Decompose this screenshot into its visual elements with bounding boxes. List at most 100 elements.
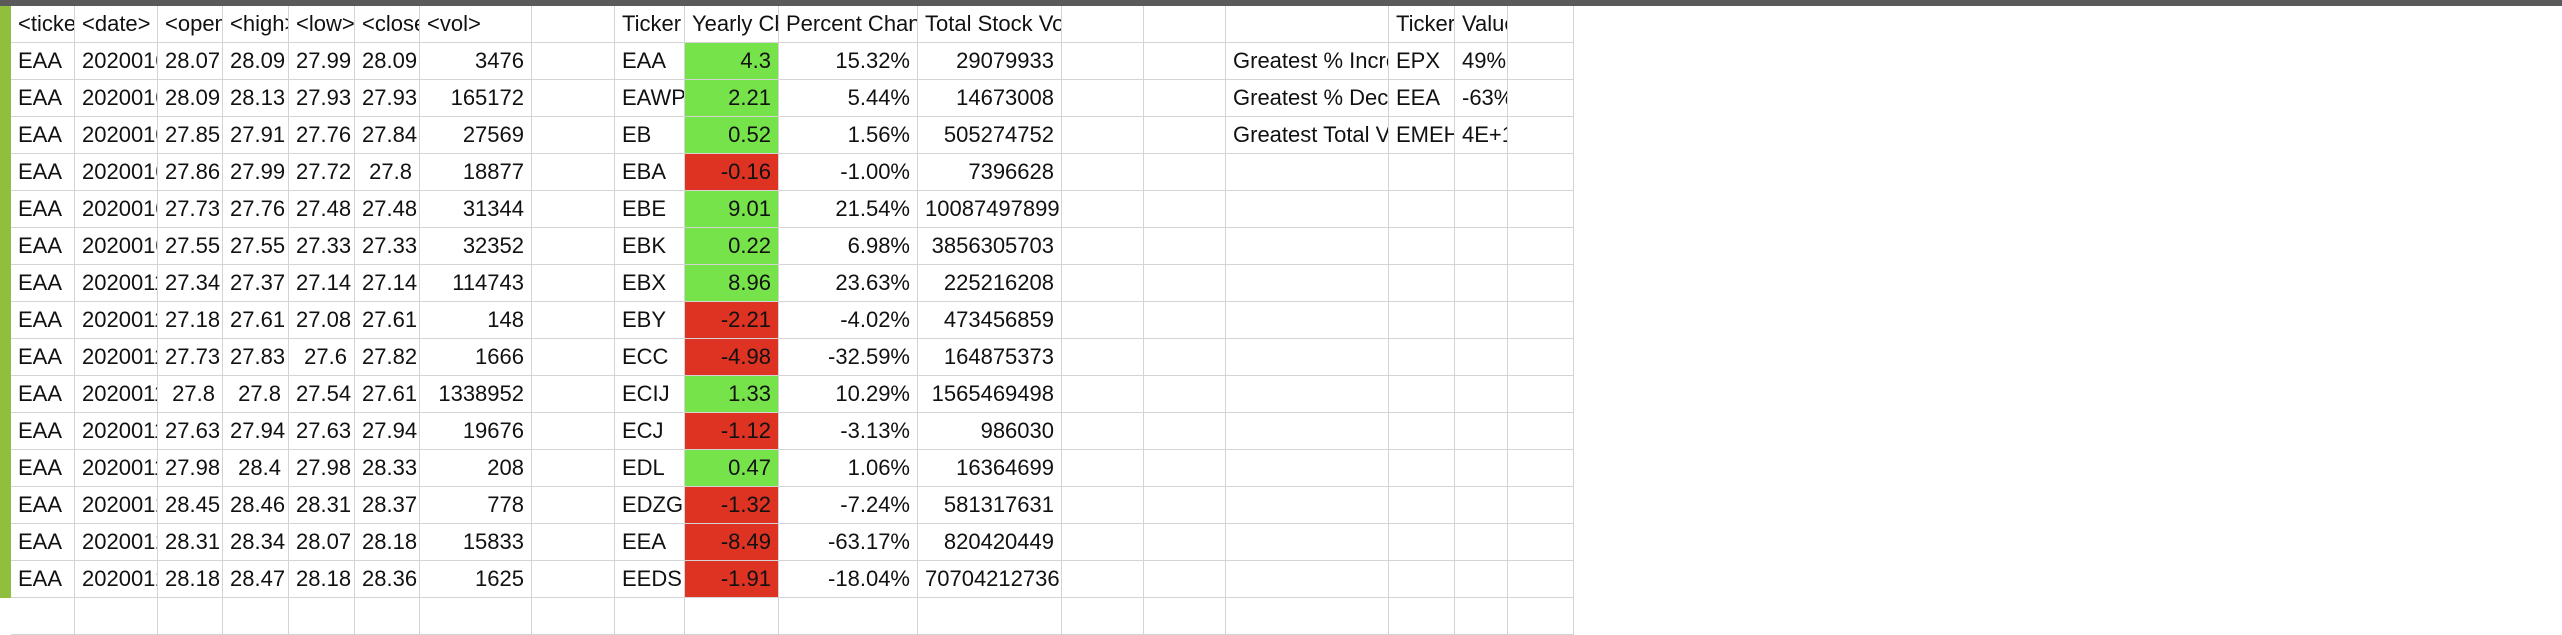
empty-cell[interactable] xyxy=(1508,80,1574,117)
empty-cell[interactable] xyxy=(1389,561,1455,598)
empty-cell[interactable] xyxy=(1455,302,1508,339)
empty-cell[interactable] xyxy=(1062,154,1144,191)
empty-cell[interactable] xyxy=(1062,339,1144,376)
cell-high[interactable]: 27.83 xyxy=(223,339,289,376)
cell-high[interactable]: 27.8 xyxy=(223,376,289,413)
cell-ticker[interactable]: EEDS xyxy=(615,561,685,598)
empty-cell[interactable] xyxy=(1226,302,1389,339)
cell-low[interactable]: 27.48 xyxy=(289,191,355,228)
cell-ticker[interactable]: EAWP xyxy=(615,80,685,117)
empty-cell[interactable] xyxy=(1144,598,1226,635)
empty-cell[interactable] xyxy=(1508,524,1574,561)
empty-cell[interactable] xyxy=(532,80,615,117)
cell-yearly-change[interactable]: 0.22 xyxy=(685,228,779,265)
cell-open[interactable]: 28.09 xyxy=(158,80,223,117)
cell-yearly-change[interactable]: 8.96 xyxy=(685,265,779,302)
cell-yearly-change[interactable]: -1.91 xyxy=(685,561,779,598)
cell-percent-change[interactable]: -7.24% xyxy=(779,487,918,524)
cell-vol[interactable]: 165172 xyxy=(420,80,532,117)
empty-cell[interactable] xyxy=(532,191,615,228)
cell-vol[interactable]: 208 xyxy=(420,450,532,487)
empty-cell[interactable] xyxy=(1455,376,1508,413)
cell-close[interactable]: 27.94 xyxy=(355,413,420,450)
empty-cell[interactable] xyxy=(532,302,615,339)
cell-ticker[interactable]: EAA xyxy=(11,561,75,598)
cell-low[interactable]: 27.99 xyxy=(289,43,355,80)
empty-cell[interactable] xyxy=(1508,302,1574,339)
empty-cell[interactable] xyxy=(1062,43,1144,80)
header-yearly-change[interactable]: Yearly Change xyxy=(685,6,779,43)
cell-date[interactable]: 20200121 xyxy=(75,487,158,524)
cell-date[interactable]: 20200106 xyxy=(75,117,158,154)
empty-cell[interactable] xyxy=(1389,376,1455,413)
empty-cell[interactable] xyxy=(1062,561,1144,598)
empty-cell[interactable] xyxy=(1062,524,1144,561)
cell-ticker[interactable]: EBE xyxy=(615,191,685,228)
cell-total-stock-volume[interactable]: 1565469498 xyxy=(918,376,1062,413)
cell-high[interactable]: 27.61 xyxy=(223,302,289,339)
empty-cell[interactable] xyxy=(1389,524,1455,561)
cell-date[interactable]: 20200115 xyxy=(75,376,158,413)
empty-cell[interactable] xyxy=(1508,154,1574,191)
empty-cell[interactable] xyxy=(1455,265,1508,302)
cell-percent-change[interactable]: -3.13% xyxy=(779,413,918,450)
cell-close[interactable]: 27.48 xyxy=(355,191,420,228)
cell-date[interactable]: 20200108 xyxy=(75,191,158,228)
cell-high[interactable]: 27.99 xyxy=(223,154,289,191)
cell-vol[interactable]: 19676 xyxy=(420,413,532,450)
header-ticker[interactable]: <ticker> xyxy=(11,6,75,43)
empty-cell[interactable] xyxy=(1144,376,1226,413)
cell-vol[interactable]: 778 xyxy=(420,487,532,524)
cell-date[interactable]: 20200123 xyxy=(75,561,158,598)
cell-ticker[interactable]: ECIJ xyxy=(615,376,685,413)
cell-vol[interactable]: 114743 xyxy=(420,265,532,302)
header-ticker[interactable]: Ticker xyxy=(615,6,685,43)
cell-yearly-change[interactable]: 0.47 xyxy=(685,450,779,487)
empty-cell[interactable] xyxy=(1508,191,1574,228)
cell-close[interactable]: 27.84 xyxy=(355,117,420,154)
empty-cell[interactable] xyxy=(1144,154,1226,191)
empty-cell[interactable] xyxy=(532,598,615,635)
cell-greatest-ticker[interactable]: EPX xyxy=(1389,43,1455,80)
cell-close[interactable]: 27.8 xyxy=(355,154,420,191)
cell-close[interactable]: 27.61 xyxy=(355,376,420,413)
empty-cell[interactable] xyxy=(779,598,918,635)
cell-total-stock-volume[interactable]: 16364699 xyxy=(918,450,1062,487)
cell-high[interactable]: 27.76 xyxy=(223,191,289,228)
cell-total-stock-volume[interactable]: 581317631 xyxy=(918,487,1062,524)
empty-cell[interactable] xyxy=(532,450,615,487)
cell-yearly-change[interactable]: -1.12 xyxy=(685,413,779,450)
cell-date[interactable]: 20200117 xyxy=(75,450,158,487)
cell-greatest-label[interactable]: Greatest % Increase xyxy=(1226,43,1389,80)
empty-cell[interactable] xyxy=(1226,339,1389,376)
cell-total-stock-volume[interactable]: 473456859 xyxy=(918,302,1062,339)
cell-close[interactable]: 27.82 xyxy=(355,339,420,376)
cell-vol[interactable]: 27569 xyxy=(420,117,532,154)
cell-close[interactable]: 28.18 xyxy=(355,524,420,561)
cell-vol[interactable]: 1338952 xyxy=(420,376,532,413)
cell-low[interactable]: 27.93 xyxy=(289,80,355,117)
empty-cell[interactable] xyxy=(1508,561,1574,598)
empty-cell[interactable] xyxy=(11,598,75,635)
cell-ticker[interactable]: EAA xyxy=(11,154,75,191)
empty-cell[interactable] xyxy=(1062,191,1144,228)
cell-date[interactable]: 20200103 xyxy=(75,80,158,117)
header-low[interactable]: <low> xyxy=(289,6,355,43)
cell-yearly-change[interactable]: -0.16 xyxy=(685,154,779,191)
empty-cell[interactable] xyxy=(1508,265,1574,302)
empty-cell[interactable] xyxy=(1062,450,1144,487)
cell-ticker[interactable]: EAA xyxy=(11,487,75,524)
empty-cell[interactable] xyxy=(615,598,685,635)
cell-date[interactable]: 20200102 xyxy=(75,43,158,80)
empty-cell[interactable] xyxy=(1389,154,1455,191)
empty-cell[interactable] xyxy=(532,228,615,265)
cell-date[interactable]: 20200116 xyxy=(75,413,158,450)
empty-cell[interactable] xyxy=(1455,154,1508,191)
cell-ticker[interactable]: EAA xyxy=(11,524,75,561)
cell-ticker[interactable]: EBA xyxy=(615,154,685,191)
cell-ticker[interactable]: EAA xyxy=(11,191,75,228)
cell-low[interactable]: 27.72 xyxy=(289,154,355,191)
empty-cell[interactable] xyxy=(223,598,289,635)
cell-ticker[interactable]: EBX xyxy=(615,265,685,302)
cell-open[interactable]: 27.85 xyxy=(158,117,223,154)
